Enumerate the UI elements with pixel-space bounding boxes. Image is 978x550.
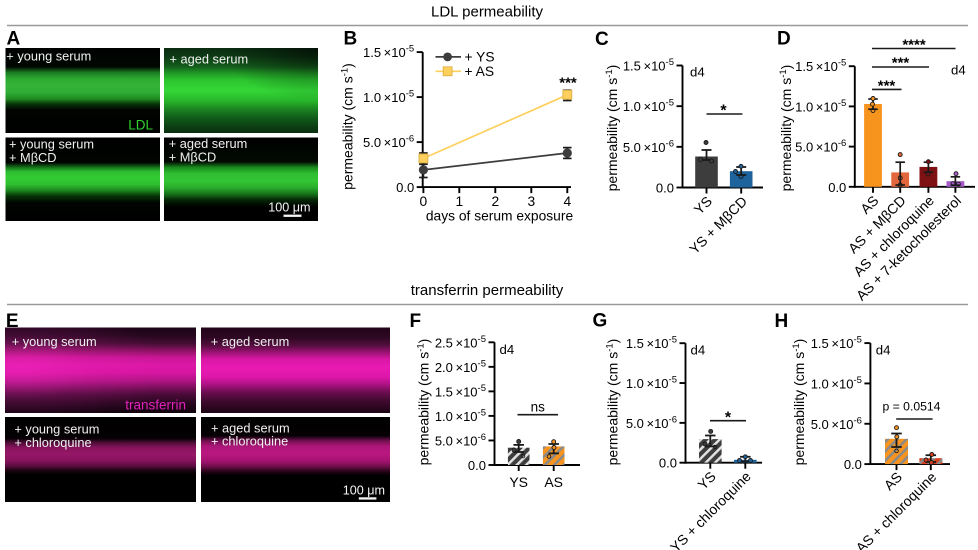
svg-text:****: **** <box>902 37 926 54</box>
svg-text:*: * <box>725 410 732 427</box>
svg-text:d4: d4 <box>690 65 705 80</box>
svg-text:permeability (cm s-1): permeability (cm s-1) <box>605 339 621 466</box>
svg-text:AS: AS <box>544 474 563 490</box>
svg-text:transferrin permeability: transferrin permeability <box>411 282 564 299</box>
svg-text:5.0 ×10-6: 5.0 ×10-6 <box>811 415 862 432</box>
svg-text:YS: YS <box>509 474 528 490</box>
svg-text:+ young serum: + young serum <box>12 334 97 349</box>
svg-text:0.0: 0.0 <box>659 456 677 471</box>
svg-text:+ MβCD: + MβCD <box>9 150 57 165</box>
svg-text:+ aged serum: + aged serum <box>211 421 290 436</box>
svg-text:+ young serum: + young serum <box>6 49 91 64</box>
svg-text:1.5 ×10-5: 1.5 ×10-5 <box>435 383 486 400</box>
svg-text:+ chloroquine: + chloroquine <box>14 435 91 450</box>
svg-text:d4: d4 <box>500 342 515 357</box>
svg-text:+ AS: + AS <box>465 64 495 79</box>
svg-text:***: *** <box>878 78 896 95</box>
svg-text:1.5 ×10-5: 1.5 ×10-5 <box>795 58 846 75</box>
svg-text:5.0 ×10-6: 5.0 ×10-6 <box>435 432 486 449</box>
svg-text:1.5 ×10-5: 1.5 ×10-5 <box>811 335 862 352</box>
svg-text:+ MβCD: + MβCD <box>169 150 217 165</box>
svg-text:0.0: 0.0 <box>468 458 486 473</box>
svg-text:1.0 ×10-5: 1.0 ×10-5 <box>626 375 677 392</box>
svg-text:permeability (cm s-1): permeability (cm s-1) <box>416 339 432 466</box>
svg-text:+ aged serum: + aged serum <box>169 136 248 151</box>
svg-text:5.0 ×10-6: 5.0 ×10-6 <box>363 134 414 151</box>
svg-text:+ young serum: + young serum <box>14 422 99 437</box>
svg-text:100 μm: 100 μm <box>343 484 385 498</box>
svg-text:2: 2 <box>491 194 499 209</box>
svg-text:***: *** <box>559 75 577 92</box>
svg-text:p = 0.0514: p = 0.0514 <box>883 400 941 414</box>
svg-text:permeability (cm s-1): permeability (cm s-1) <box>604 65 620 192</box>
svg-text:5.0 ×10-6: 5.0 ×10-6 <box>623 138 674 155</box>
svg-text:*: * <box>720 103 727 120</box>
svg-text:0.0: 0.0 <box>828 180 846 195</box>
svg-text:D: D <box>777 29 791 50</box>
svg-text:1: 1 <box>455 194 463 209</box>
svg-text:1.0 ×10-5: 1.0 ×10-5 <box>795 98 846 115</box>
svg-text:transferrin: transferrin <box>125 398 186 413</box>
svg-text:+ YS: + YS <box>465 50 495 65</box>
svg-text:3: 3 <box>527 194 535 209</box>
svg-text:LDL permeability: LDL permeability <box>431 4 543 21</box>
svg-text:permeability (cm s-1): permeability (cm s-1) <box>778 65 794 192</box>
svg-text:100 μm: 100 μm <box>268 201 310 215</box>
svg-text:LDL: LDL <box>128 118 153 133</box>
svg-text:permeability (cm s-1): permeability (cm s-1) <box>340 63 356 190</box>
svg-text:+ aged serum: + aged serum <box>211 334 290 349</box>
svg-text:1.5 ×10-5: 1.5 ×10-5 <box>626 335 677 352</box>
svg-text:F: F <box>410 311 422 332</box>
svg-text:A: A <box>7 29 21 50</box>
svg-text:2.0 ×10-5: 2.0 ×10-5 <box>435 358 486 375</box>
svg-text:H: H <box>775 311 789 332</box>
svg-text:0.0: 0.0 <box>656 181 674 196</box>
svg-text:permeability (cm s-1): permeability (cm s-1) <box>791 339 807 466</box>
svg-text:1.5 ×10-5: 1.5 ×10-5 <box>623 57 674 74</box>
svg-text:4: 4 <box>563 194 571 209</box>
svg-text:0.0: 0.0 <box>844 457 862 472</box>
svg-text:days of serum exposure: days of serum exposure <box>426 209 574 224</box>
svg-text:+ young serum: + young serum <box>9 137 94 152</box>
svg-text:E: E <box>6 311 19 332</box>
svg-text:d4: d4 <box>691 343 706 358</box>
svg-text:2.5 ×10-5: 2.5 ×10-5 <box>435 334 486 351</box>
svg-text:5.0 ×10-6: 5.0 ×10-6 <box>795 138 846 155</box>
svg-text:ns: ns <box>531 400 546 415</box>
svg-text:0.0: 0.0 <box>396 180 414 195</box>
svg-text:d4: d4 <box>951 63 966 78</box>
svg-text:B: B <box>344 29 358 50</box>
svg-text:1.5 ×10-5: 1.5 ×10-5 <box>363 44 414 61</box>
svg-text:+ aged serum: + aged serum <box>170 52 249 67</box>
svg-text:G: G <box>593 311 608 332</box>
svg-text:***: *** <box>892 54 910 71</box>
svg-text:+ chloroquine: + chloroquine <box>211 434 288 449</box>
svg-text:d4: d4 <box>876 343 891 358</box>
svg-text:5.0 ×10-6: 5.0 ×10-6 <box>626 414 677 431</box>
svg-text:1.0 ×10-5: 1.0 ×10-5 <box>363 89 414 106</box>
svg-text:C: C <box>595 29 609 50</box>
svg-text:1.0 ×10-5: 1.0 ×10-5 <box>811 375 862 392</box>
svg-text:1.0 ×10-5: 1.0 ×10-5 <box>623 98 674 115</box>
svg-text:0: 0 <box>420 194 428 209</box>
svg-text:1.0 ×10-5: 1.0 ×10-5 <box>435 407 486 424</box>
